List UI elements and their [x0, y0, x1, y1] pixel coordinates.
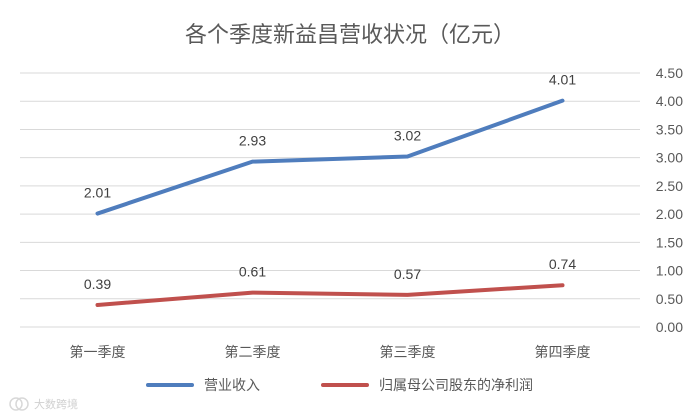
data-label: 0.74: [549, 256, 576, 272]
data-labels: 2.01 2.93 3.02 4.01 0.39 0.61 0.57 0.74: [84, 72, 576, 292]
data-label: 0.57: [394, 266, 421, 282]
data-label: 3.02: [394, 128, 421, 144]
y-tick-label: 2.50: [656, 178, 683, 194]
watermark: 大数跨境: [9, 397, 78, 411]
y-axis-ticks: 0.00 0.50 1.00 1.50 2.00 2.50 3.00 3.50 4.00 4.50: [656, 65, 683, 335]
data-label: 0.39: [84, 276, 111, 292]
y-tick-label: 0.50: [656, 291, 683, 307]
chart-title: 各个季度新益昌营收状况（亿元）: [185, 23, 515, 48]
legend-label: 营业收入: [204, 378, 260, 394]
data-label: 2.01: [84, 185, 111, 201]
x-category-label: 第四季度: [535, 344, 591, 361]
y-tick-label: 1.50: [656, 234, 683, 250]
watermark-logo-icon: [9, 397, 29, 411]
x-axis-categories: 第一季度 第二季度 第三季度 第四季度: [70, 344, 591, 361]
series-line: [95, 98, 565, 216]
watermark-text: 大数跨境: [34, 397, 78, 411]
y-tick-label: 2.00: [656, 206, 683, 222]
y-tick-label: 0.00: [656, 319, 683, 335]
x-category-label: 第一季度: [70, 344, 126, 361]
x-category-label: 第三季度: [380, 344, 436, 361]
y-tick-label: 4.00: [656, 93, 683, 109]
gridlines: [20, 72, 640, 328]
legend: 营业收入 归属母公司股东的净利润: [146, 377, 533, 394]
x-category-label: 第二季度: [225, 344, 281, 361]
y-tick-label: 1.00: [656, 263, 683, 279]
legend-label: 归属母公司股东的净利润: [379, 377, 533, 394]
y-tick-label: 4.50: [656, 65, 683, 81]
series-lines: [95, 98, 565, 307]
series-line: [95, 283, 565, 307]
data-label: 4.01: [549, 72, 576, 88]
data-label: 0.61: [239, 264, 266, 280]
y-tick-label: 3.00: [656, 150, 683, 166]
data-label: 2.93: [239, 133, 266, 149]
y-tick-label: 3.50: [656, 121, 683, 137]
